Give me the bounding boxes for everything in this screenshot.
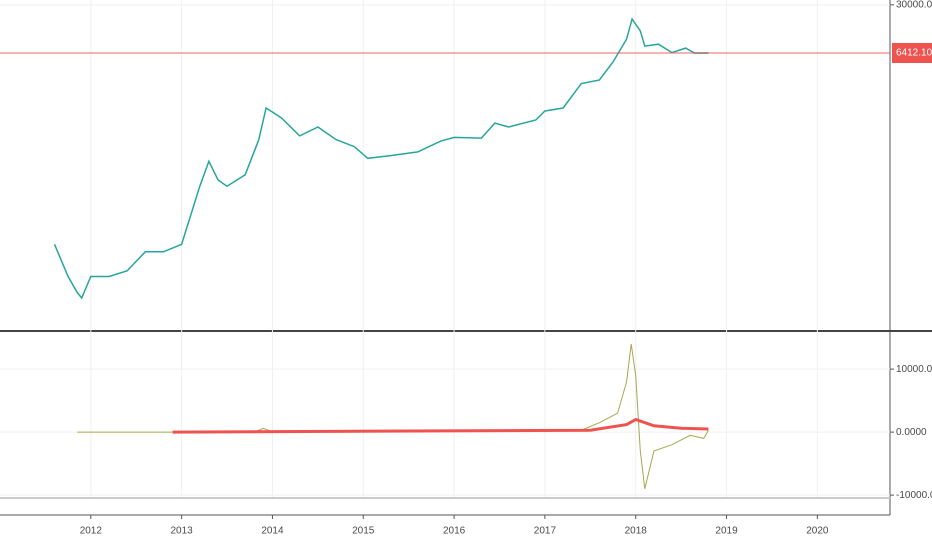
x-tick-label: 2014 — [261, 526, 284, 537]
indicator-line — [172, 417, 709, 434]
x-tick-label: 2017 — [534, 526, 557, 537]
y-tick-label: 0.0000 — [896, 427, 927, 438]
x-tick-label: 2015 — [352, 526, 375, 537]
x-tick-label: 2012 — [80, 526, 103, 537]
last-price-box — [892, 42, 932, 63]
x-tick-label: 2018 — [625, 526, 648, 537]
last-price-label: 6412.10 — [896, 48, 932, 59]
price-line — [53, 17, 709, 300]
y-tick-label: 10000.000 — [896, 364, 932, 375]
x-tick-label: 2019 — [715, 526, 738, 537]
y-tick-label: 30000.00 — [896, 0, 932, 11]
x-tick-label: 2020 — [806, 526, 829, 537]
x-tick-label: 2013 — [171, 526, 194, 537]
y-tick-label: -10000.000 — [896, 490, 932, 501]
x-tick-label: 2016 — [443, 526, 466, 537]
